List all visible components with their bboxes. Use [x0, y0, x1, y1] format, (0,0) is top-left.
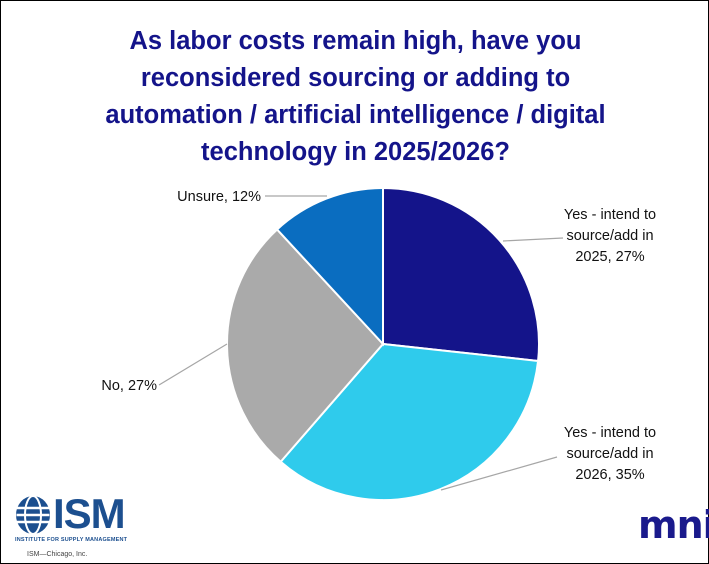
slice-label-line: Yes - intend to [564, 425, 656, 441]
slice-label-line: Unsure, 12% [177, 189, 261, 205]
pie-slice [226, 228, 385, 464]
slice-label-line: Yes - intend to [564, 207, 656, 223]
slice-label: No, 27% [101, 378, 157, 394]
slice-label: Yes - intend to source/add in 2025, 27% [564, 207, 656, 265]
slice-label-line: 2026, 35% [575, 467, 644, 483]
title-line: reconsidered sourcing or adding to [140, 64, 571, 92]
slice-label: Yes - intend to source/add in 2026, 35% [564, 425, 656, 483]
leader-line [158, 343, 228, 386]
slice-label-line: source/add in [566, 228, 653, 244]
mni-logo: mni [638, 503, 709, 547]
chart-title: As labor costs remain high, have you rec… [61, 23, 650, 171]
slice-label-line: source/add in [566, 446, 653, 462]
pie-slice [275, 186, 384, 347]
title-line: As labor costs remain high, have you [129, 27, 582, 55]
slice-label-line: No, 27% [101, 378, 157, 394]
leader-line [502, 237, 564, 242]
slice-label: Unsure, 12% [177, 189, 261, 205]
title-line: technology in 2025/2026? [201, 138, 510, 166]
pie-slice [382, 186, 540, 363]
ism-globe-icon [16, 495, 50, 535]
pie-slice [279, 342, 540, 501]
ism-subtitle: INSTITUTE FOR SUPPLY MANAGEMENT [15, 537, 128, 543]
ism-copyright: ISM—Chicago, Inc. [27, 551, 88, 558]
ism-logo: ISM INSTITUTE FOR SUPPLY MANAGEMENT ISM—… [15, 490, 128, 561]
ism-wordmark: ISM [53, 490, 126, 537]
title-line: automation / artificial intelligence / d… [105, 101, 606, 129]
slice-label-line: 2025, 27% [575, 249, 644, 265]
leader-line [440, 456, 558, 491]
